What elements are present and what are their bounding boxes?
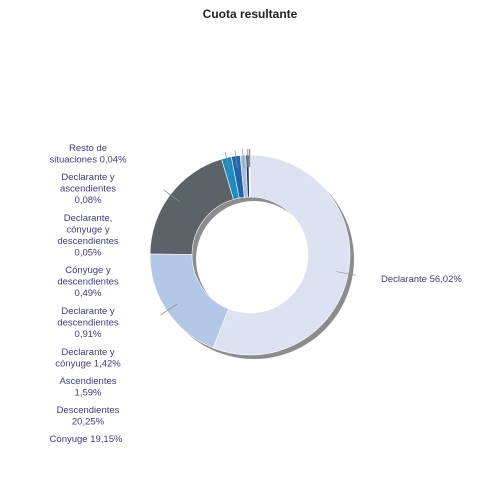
slice-labels: Declarante 56,02% Resto de situaciones 0,0… <box>49 143 462 445</box>
leader-line <box>336 271 357 276</box>
slice-label: Cónyuge y descendientes 0,49% <box>57 265 119 299</box>
leader-line <box>224 151 230 170</box>
slice-label: Descendientes 20,25% <box>57 405 120 428</box>
slice-label: Resto de situaciones 0,04% <box>49 143 127 166</box>
pie-slice <box>212 154 351 356</box>
leader-line <box>242 149 245 168</box>
leader-line <box>234 150 238 168</box>
donut-slices <box>149 154 351 356</box>
leader-lines <box>160 148 357 316</box>
slice-label: Declarante, cónyuge y descendientes 0,05% <box>57 213 119 259</box>
slice-label: Declarante y cónyuge 1,42% <box>55 347 121 370</box>
leader-line <box>160 303 178 316</box>
slice-label: Declarante y ascendientes 0,08% <box>60 172 116 206</box>
slice-label: Declarante y descendientes 0,91% <box>57 306 119 340</box>
leader-line <box>163 189 180 203</box>
chart-title: Cuota resultante <box>203 7 298 21</box>
pie-slice <box>149 253 229 349</box>
slice-label: Declarante 56,02% <box>381 274 462 285</box>
slice-label: Cónyuge 19,15% <box>50 434 123 445</box>
slice-label: Ascendientes 1,59% <box>59 376 116 399</box>
